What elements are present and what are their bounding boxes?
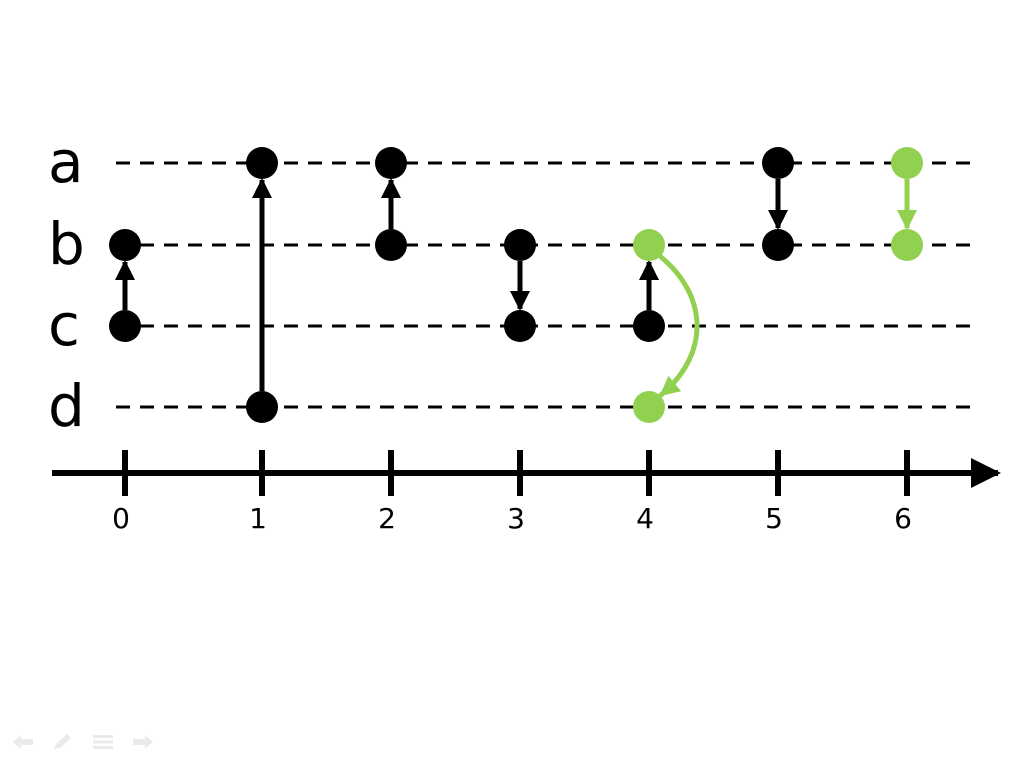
tick-label-3: 3 [507,502,525,535]
link-4-b-to-d-arrow [658,254,700,398]
node-4-b [633,229,665,261]
time-axis: 0 1 2 3 4 5 6 [52,450,1001,535]
node-4-c [633,310,665,342]
links [115,178,917,398]
node-3-c [504,310,536,342]
nav-pen-icon[interactable] [50,731,76,753]
nav-next-icon[interactable] [130,731,156,753]
nav-prev-icon[interactable] [10,731,36,753]
node-2-b [375,229,407,261]
node-4-d [633,391,665,423]
node-1-a [246,147,278,179]
tick-label-0: 0 [112,502,130,535]
node-6-a [891,147,923,179]
node-5-b [762,229,794,261]
lane-label-d: d [48,372,85,440]
lane-label-c: c [48,291,80,359]
tick-label-4: 4 [636,502,654,535]
tick-label-1: 1 [249,502,267,535]
node-5-a [762,147,794,179]
node-0-b [109,229,141,261]
nodes [109,147,923,423]
nav-menu-icon[interactable] [90,731,116,753]
node-2-a [375,147,407,179]
lane-label-b: b [48,210,85,278]
lane-label-a: a [48,128,84,196]
node-6-b [891,229,923,261]
tick-label-2: 2 [378,502,396,535]
slide-navigation [10,730,170,754]
tick-label-5: 5 [765,502,783,535]
tick-label-6: 6 [894,502,912,535]
node-3-b [504,229,536,261]
node-1-d [246,391,278,423]
node-0-c [109,310,141,342]
